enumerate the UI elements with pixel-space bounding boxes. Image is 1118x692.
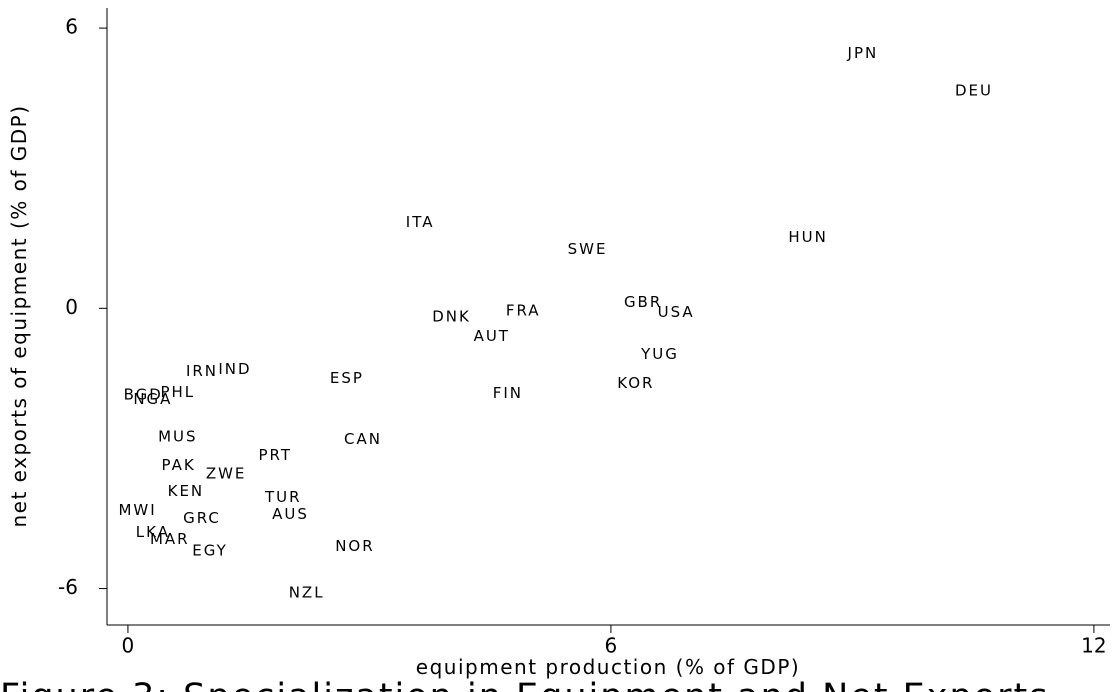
x-axis-label: equipment production (% of GDP) xyxy=(416,655,800,679)
point-label: FIN xyxy=(493,384,523,402)
point-label: GBR xyxy=(624,293,662,311)
point-label: NGA xyxy=(133,390,172,408)
figure-caption: Figure 3: Specialization in Equipment an… xyxy=(0,677,1049,692)
point-label: TUR xyxy=(264,488,302,506)
point-label: DNK xyxy=(432,308,471,326)
point-label: FRA xyxy=(506,302,541,320)
point-label: SWE xyxy=(568,240,608,258)
point-label: MWI xyxy=(118,501,156,519)
point-label: GRC xyxy=(183,509,221,527)
x-tick-label: 0 xyxy=(122,634,135,658)
point-label: HUN xyxy=(788,228,827,246)
x-tick-label: 6 xyxy=(605,634,618,658)
y-axis-label: net exports of equipment (% of GDP) xyxy=(7,104,31,527)
point-label: NZL xyxy=(289,584,325,602)
point-label: PAK xyxy=(162,456,196,474)
point-label: IND xyxy=(218,360,251,378)
point-label: CAN xyxy=(344,430,382,448)
point-label: ITA xyxy=(406,213,435,231)
point-label: ZWE xyxy=(206,465,247,483)
point-label: NOR xyxy=(335,537,374,555)
point-label: PRT xyxy=(258,446,292,464)
point-label: ESP xyxy=(330,369,364,387)
point-label: LKA xyxy=(136,523,170,541)
y-tick-label: 6 xyxy=(65,15,78,39)
point-label: IRN xyxy=(186,362,218,380)
point-label: USA xyxy=(658,303,695,321)
point-label: MUS xyxy=(158,428,197,446)
point-label: KEN xyxy=(168,482,205,500)
x-tick-label: 12 xyxy=(1081,634,1106,658)
y-tick-label: 0 xyxy=(65,295,78,319)
point-label: YUG xyxy=(640,345,679,363)
point-label: KOR xyxy=(617,374,654,392)
point-label: DEU xyxy=(955,82,993,100)
y-tick-label: -6 xyxy=(58,575,78,599)
point-label: MAR xyxy=(150,530,190,548)
point-label: JPN xyxy=(847,44,879,62)
point-label: PHL xyxy=(160,383,195,401)
point-label: AUT xyxy=(474,327,510,345)
point-label: AUS xyxy=(272,505,309,523)
point-label: EGY xyxy=(192,542,228,560)
point-label: BGD xyxy=(124,386,163,404)
